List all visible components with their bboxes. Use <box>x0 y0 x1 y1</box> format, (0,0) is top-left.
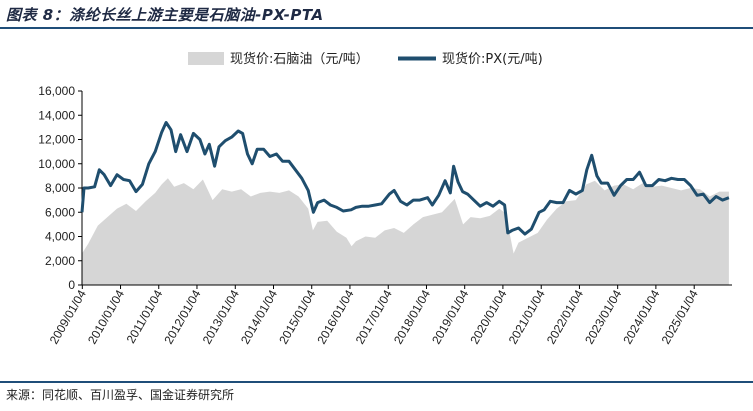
legend-label-naphtha: 现货价:石脑油（元/吨） <box>230 51 369 67</box>
source-note: 来源：同花顺、百川盈孚、国金证券研究所 <box>6 388 235 402</box>
x-tick-label: 2014/01/04 <box>238 287 280 346</box>
x-tick-label: 2013/01/04 <box>200 287 242 346</box>
x-axis: 2009/01/042010/01/042011/01/042012/01/04… <box>47 284 732 347</box>
x-tick-label: 2023/01/04 <box>582 287 624 346</box>
y-tick-label: 16,000 <box>38 84 75 98</box>
top-rule <box>0 27 753 29</box>
y-tick-label: 2,000 <box>45 254 75 268</box>
x-tick-label: 2022/01/04 <box>544 287 586 346</box>
x-tick-label: 2019/01/04 <box>429 287 471 346</box>
x-tick-label: 2011/01/04 <box>124 287 166 346</box>
x-tick-label: 2025/01/04 <box>659 287 701 346</box>
y-tick-label: 10,000 <box>38 157 75 171</box>
legend-swatch-naphtha <box>188 52 224 65</box>
y-tick-label: 14,000 <box>38 108 75 122</box>
x-tick-label: 2012/01/04 <box>161 287 203 346</box>
x-tick-label: 2018/01/04 <box>391 287 433 346</box>
chart-title: 图表 8：涤纶长丝上游主要是石脑油-PX-PTA <box>6 6 324 24</box>
legend: 现货价:石脑油（元/吨） 现货价:PX(元/吨) <box>188 51 543 67</box>
y-tick-label: 4,000 <box>45 230 75 244</box>
x-tick-label: 2021/01/04 <box>506 287 548 346</box>
series-naphtha-area <box>82 178 729 285</box>
x-tick-label: 2017/01/04 <box>353 287 395 346</box>
x-tick-label: 2020/01/04 <box>467 287 509 346</box>
bottom-rule <box>0 381 753 383</box>
y-axis: 0 2,000 4,000 6,000 8,000 10,000 12,000 14,000 1… <box>38 84 83 292</box>
y-tick-label: 0 <box>68 278 75 292</box>
y-tick-label: 6,000 <box>45 205 75 219</box>
x-tick-label: 2010/01/04 <box>85 287 127 346</box>
x-tick-label: 2016/01/04 <box>314 287 356 346</box>
x-tick-label: 2024/01/04 <box>620 287 662 346</box>
y-tick-label: 8,000 <box>45 181 75 195</box>
x-tick-label: 2015/01/04 <box>276 287 318 346</box>
legend-label-px: 现货价:PX(元/吨) <box>442 51 543 67</box>
y-tick-label: 12,000 <box>38 133 75 147</box>
series-px-line <box>80 121 730 236</box>
x-tick-label: 2009/01/04 <box>47 287 89 346</box>
